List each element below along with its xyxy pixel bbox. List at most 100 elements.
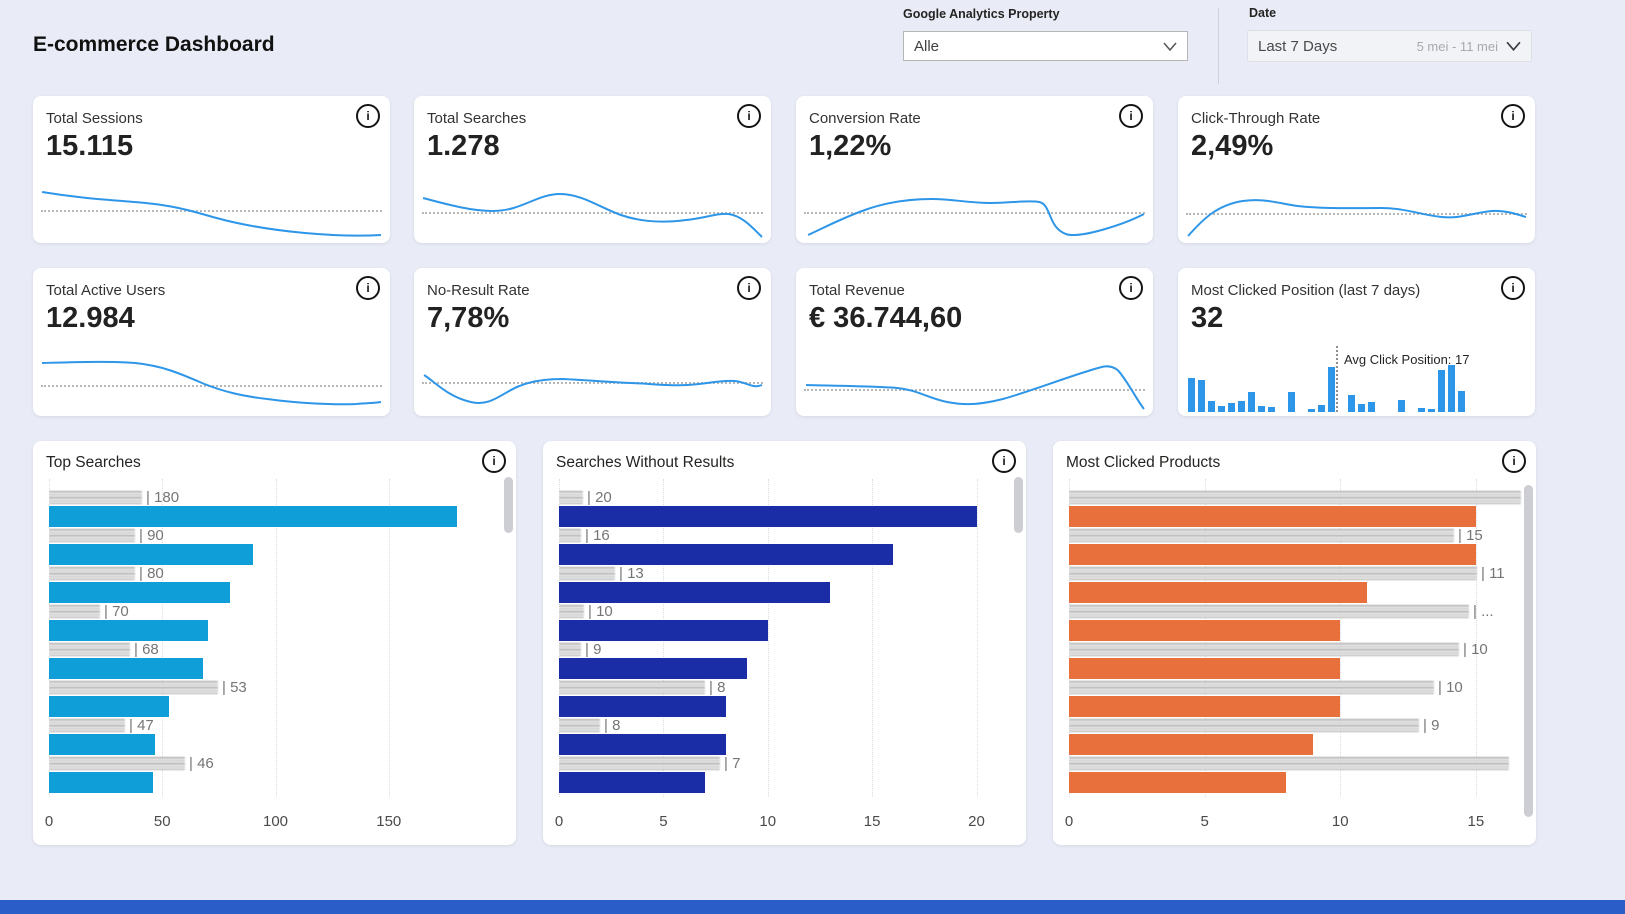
sparkline-chart [420, 343, 765, 413]
bar[interactable] [49, 658, 204, 679]
bar[interactable] [559, 772, 706, 793]
histogram-bar[interactable] [1248, 392, 1255, 412]
bottom-accent-bar [0, 900, 1625, 914]
gridline [1475, 479, 1477, 797]
scrollbar-thumb[interactable] [1014, 477, 1023, 533]
bar-value-label: | 180 [146, 488, 180, 506]
scrollbar[interactable] [1014, 477, 1023, 835]
bar[interactable] [559, 658, 747, 679]
bar[interactable] [1069, 696, 1341, 717]
bar[interactable] [1069, 506, 1476, 527]
histogram-bar[interactable] [1308, 409, 1315, 412]
info-icon[interactable]: i [356, 276, 380, 300]
bar[interactable] [1069, 658, 1341, 679]
redacted-category-label [559, 528, 581, 542]
info-icon[interactable]: i [482, 449, 506, 473]
histogram-bar[interactable] [1358, 404, 1365, 412]
sparkline-chart [39, 343, 384, 413]
histogram-bar[interactable] [1198, 380, 1205, 412]
info-icon[interactable]: i [1501, 104, 1525, 128]
scrollbar-thumb[interactable] [504, 477, 513, 533]
histogram-bar[interactable] [1288, 392, 1295, 412]
info-icon[interactable]: i [737, 104, 761, 128]
info-icon[interactable]: i [1119, 276, 1143, 300]
x-axis: 0 5 10 15 [1065, 813, 1522, 833]
x-axis: 0 50 100 150 [45, 813, 502, 833]
bar[interactable] [49, 506, 457, 527]
bar-value-label: | 47 [129, 716, 154, 734]
histogram-bar[interactable] [1458, 391, 1465, 412]
redacted-category-label [49, 528, 135, 542]
kpi-card-no-result-rate: No-Result Rate i 7,78% [414, 268, 771, 416]
date-filter-range: 5 mei - 11 mei [1416, 38, 1498, 54]
bar[interactable] [1069, 620, 1341, 641]
bar-value-label: | 46 [189, 754, 214, 772]
bar[interactable] [1069, 582, 1368, 603]
bar[interactable] [49, 582, 231, 603]
histogram-bar[interactable] [1368, 402, 1375, 412]
bar[interactable] [559, 544, 893, 565]
info-icon[interactable]: i [1501, 276, 1525, 300]
histogram-bar[interactable] [1218, 406, 1225, 412]
histogram-bar[interactable] [1438, 370, 1445, 412]
histogram-bar[interactable] [1238, 401, 1245, 412]
redacted-category-label [1069, 756, 1509, 770]
info-icon[interactable]: i [992, 449, 1016, 473]
axis-tick-label: 5 [659, 813, 668, 830]
histogram-bar[interactable] [1268, 407, 1275, 412]
click-position-histogram [1188, 350, 1465, 412]
sparkline-chart [1184, 170, 1529, 240]
histogram-bar[interactable] [1418, 408, 1425, 412]
histogram-bar[interactable] [1318, 405, 1325, 412]
info-icon[interactable]: i [1502, 449, 1526, 473]
scrollbar[interactable] [1524, 477, 1533, 835]
property-filter-dropdown[interactable]: Alle [903, 31, 1188, 61]
bar[interactable] [49, 620, 208, 641]
histogram-bar[interactable] [1328, 367, 1335, 412]
scrollbar[interactable] [504, 477, 513, 835]
histogram-bar[interactable] [1188, 378, 1195, 412]
bar[interactable] [1069, 734, 1314, 755]
bar[interactable] [49, 772, 154, 793]
bar[interactable] [1069, 544, 1476, 565]
gridline [976, 479, 978, 797]
header-divider [1218, 8, 1219, 84]
kpi-card-total-active-users: Total Active Users i 12.984 [33, 268, 390, 416]
bar[interactable] [49, 696, 170, 717]
bar[interactable] [1069, 772, 1286, 793]
bar-row: | 46 [49, 755, 502, 793]
axis-tick-label: 100 [262, 813, 289, 830]
bar-row: | 47 [49, 717, 502, 755]
bar-row: | 180 [49, 489, 502, 527]
histogram-bar[interactable] [1258, 406, 1265, 412]
redacted-category-label [1069, 490, 1521, 504]
histogram-bar[interactable] [1348, 395, 1355, 412]
chart-title: Most Clicked Products [1066, 454, 1221, 471]
date-filter-dropdown[interactable]: Last 7 Days 5 mei - 11 mei [1247, 30, 1532, 62]
bar[interactable] [559, 620, 768, 641]
bar[interactable] [559, 506, 977, 527]
info-icon[interactable]: i [356, 104, 380, 128]
bar-row: | 90 [49, 527, 502, 565]
histogram-bar[interactable] [1228, 403, 1235, 412]
histogram-bar[interactable] [1428, 409, 1435, 412]
redacted-category-label [1069, 604, 1469, 618]
kpi-card-conversion-rate: Conversion Rate i 1,22% [796, 96, 1153, 243]
info-icon[interactable]: i [1119, 104, 1143, 128]
bar[interactable] [49, 734, 156, 755]
kpi-value: 2,49% [1191, 130, 1274, 162]
kpi-title: Conversion Rate [809, 110, 921, 127]
bar[interactable] [559, 582, 831, 603]
reference-dotline [41, 210, 382, 212]
scrollbar-thumb[interactable] [1524, 485, 1533, 817]
bar[interactable] [559, 734, 726, 755]
bar[interactable] [49, 544, 253, 565]
bar[interactable] [559, 696, 726, 717]
date-filter-label: Date [1249, 6, 1277, 20]
info-icon[interactable]: i [737, 276, 761, 300]
histogram-bar[interactable] [1448, 365, 1455, 412]
histogram-bar[interactable] [1398, 400, 1405, 412]
histogram-bar[interactable] [1208, 401, 1215, 412]
redacted-category-label [49, 680, 218, 694]
bar-value-label: | 10 [1463, 640, 1488, 658]
